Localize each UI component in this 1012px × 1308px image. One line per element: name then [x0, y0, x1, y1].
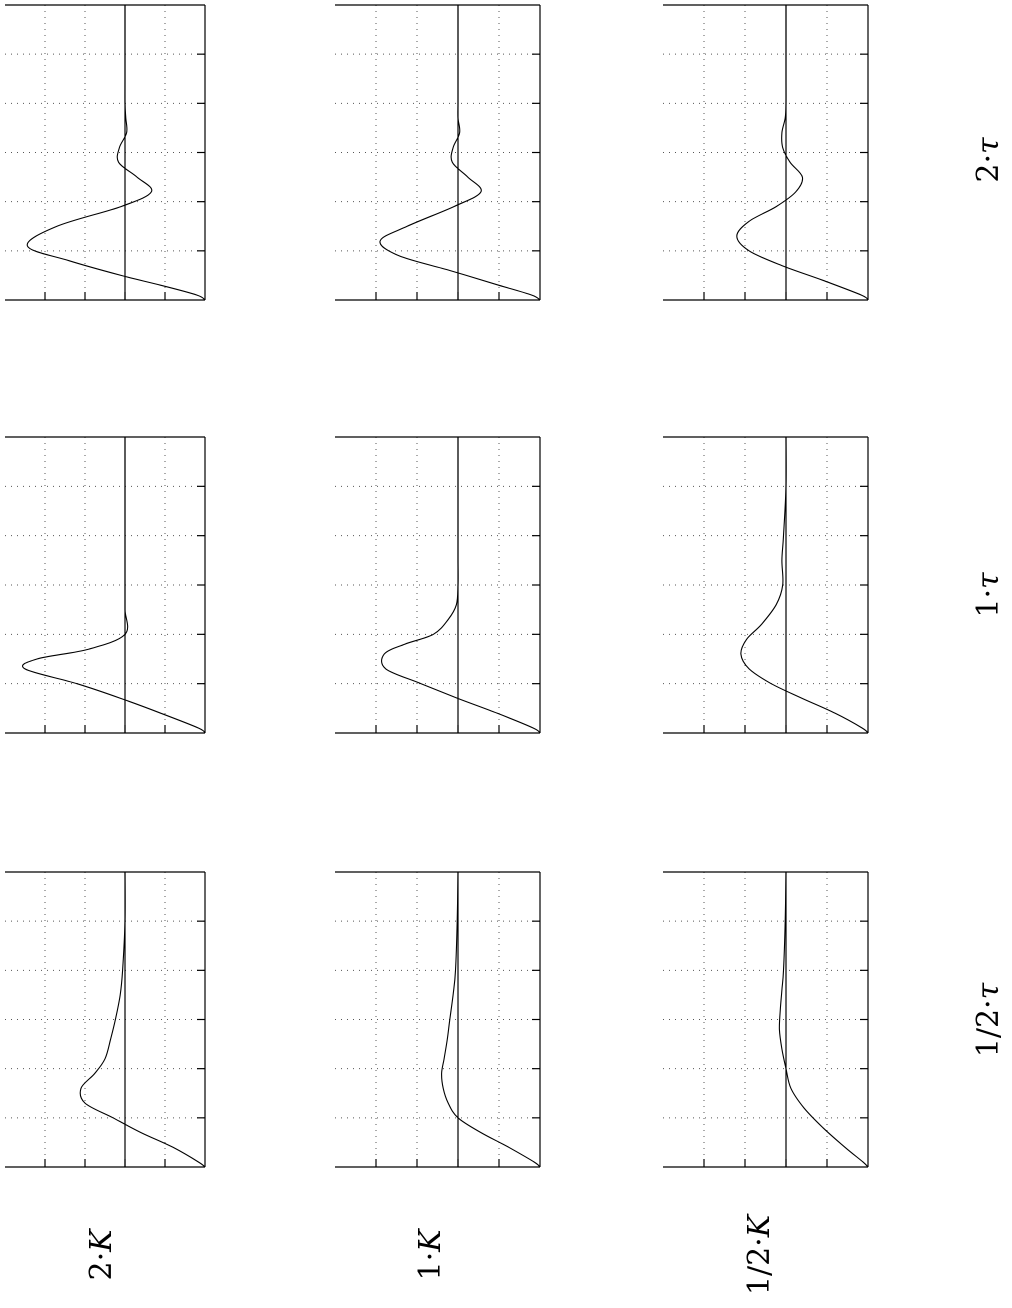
time-constant-label: 1/2·τ — [971, 982, 1006, 1057]
plot-panel — [335, 871, 541, 1168]
gain-label: 1/2·K — [742, 1213, 777, 1295]
response-curve — [26, 5, 206, 301]
plot-panel — [5, 436, 206, 734]
response-curve — [21, 437, 206, 734]
plot-panel — [335, 436, 541, 734]
plot-panel — [335, 4, 541, 301]
response-curve — [778, 871, 869, 1168]
plot-panel — [663, 436, 869, 734]
response-curve — [740, 436, 869, 734]
response-curve — [381, 437, 541, 734]
time-constant-label: 1·τ — [971, 572, 1006, 618]
plot-panel — [663, 4, 869, 301]
response-curve — [736, 5, 869, 301]
response-curve — [379, 5, 541, 301]
gain-label: 1·K — [413, 1228, 448, 1281]
response-curve — [441, 871, 541, 1168]
gain-label: 2·K — [84, 1228, 119, 1281]
response-curve — [79, 871, 206, 1168]
plot-panel — [663, 871, 869, 1168]
plot-panel — [5, 871, 206, 1168]
time-constant-label: 2·τ — [971, 137, 1006, 183]
plot-panel — [5, 4, 206, 301]
